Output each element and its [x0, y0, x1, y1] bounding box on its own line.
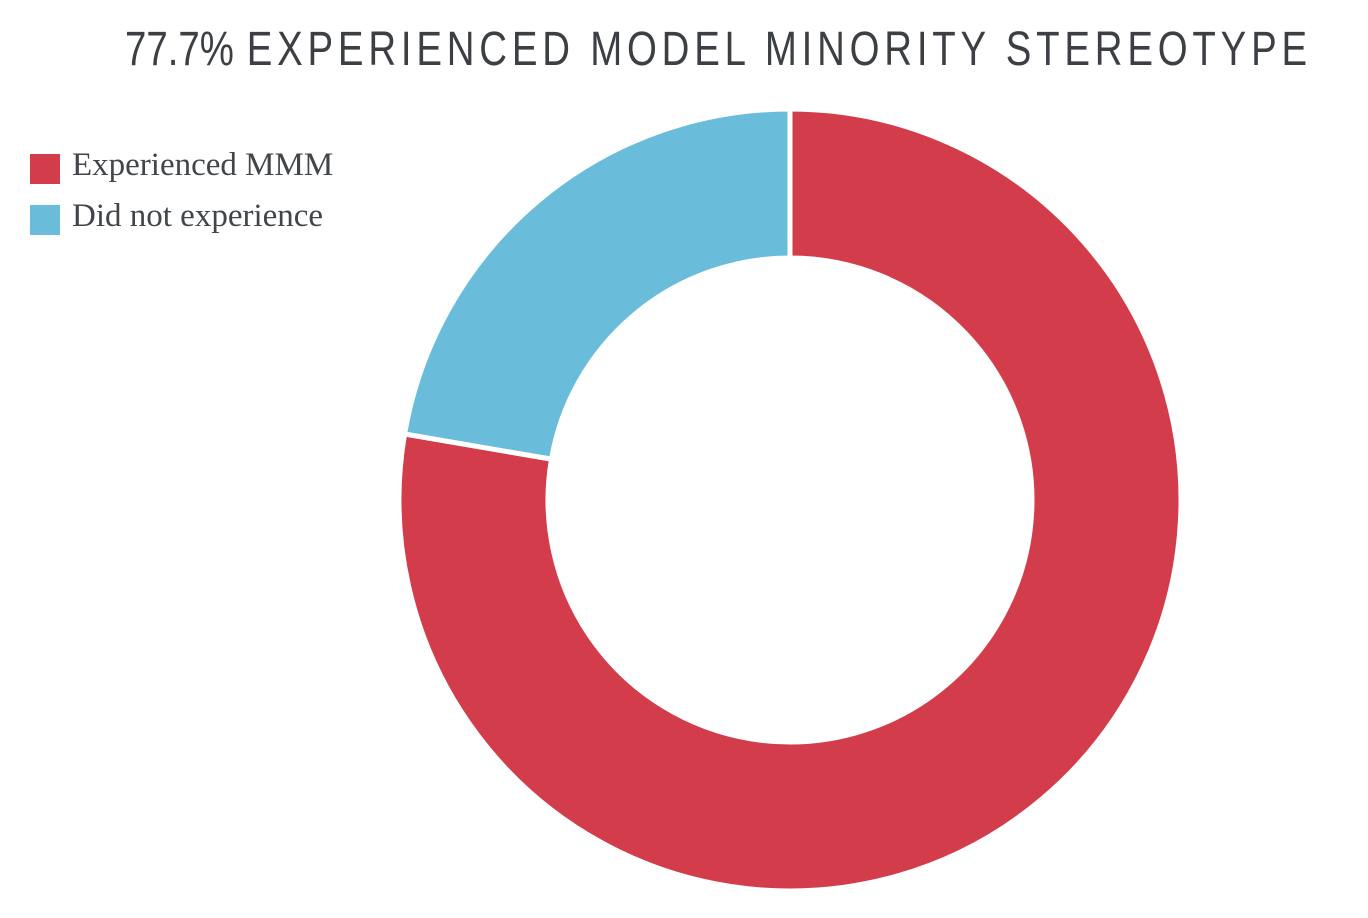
legend-item-experienced: Experienced MMM — [30, 149, 333, 184]
legend-swatch-red — [30, 154, 60, 184]
legend-label: Did not experience — [72, 198, 324, 234]
donut-slice-did-not-experience — [401, 106, 793, 463]
donut-slice-experienced-mmm — [396, 106, 1184, 894]
title-percent-value: 77.7% — [125, 23, 234, 76]
chart-title: 77.7% EXPERIENCED MODEL MINORITY STEREOTY… — [125, 22, 1312, 77]
legend-swatch-blue — [30, 205, 60, 235]
legend-label: Experienced MMM — [72, 147, 334, 183]
chart-legend: Experienced MMM Did not experience — [30, 149, 333, 235]
title-text: EXPERIENCED MODEL MINORITY STEREOTYPE — [246, 23, 1312, 76]
legend-item-did-not-experience: Did not experience — [30, 200, 333, 235]
donut-slices — [396, 106, 1184, 894]
